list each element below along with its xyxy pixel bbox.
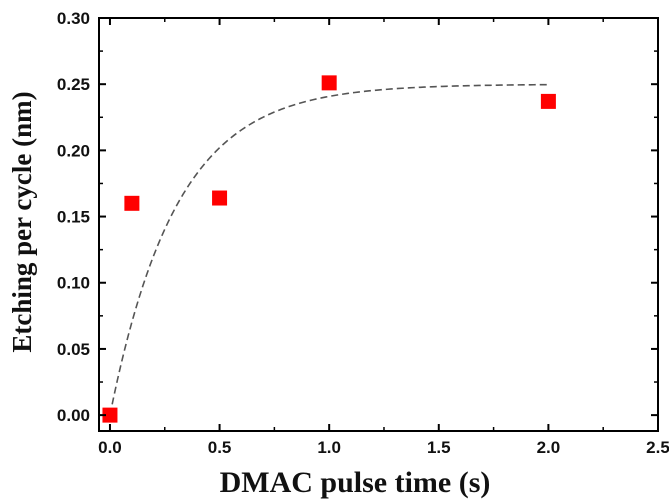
x-tick-label: 1.5	[427, 438, 451, 457]
x-tick-label: 2.0	[537, 438, 561, 457]
ticks-layer: 0.0 0.5 1.0 1.5 2.0 2.5 0.00 0.05 0.10 0.15 0.20 0.…	[57, 9, 669, 457]
x-tick-label: 2.5	[646, 438, 669, 457]
x-axis-title: DMAC pulse time (s)	[220, 466, 491, 499]
data-point	[212, 190, 228, 206]
y-tick-label: 0.25	[57, 75, 90, 94]
data-point	[540, 93, 556, 109]
y-tick-label: 0.00	[57, 406, 90, 425]
fit-curve	[109, 83, 549, 416]
y-tick-label: 0.30	[57, 9, 90, 28]
x-tick-label: 0.0	[98, 438, 122, 457]
y-tick-label: 0.10	[57, 274, 90, 293]
data-points-layer	[102, 75, 556, 423]
fit-curve-layer	[109, 83, 549, 416]
x-tick-label: 1.0	[317, 438, 341, 457]
data-point	[321, 75, 337, 91]
y-tick-label: 0.15	[57, 208, 90, 227]
y-tick-label: 0.05	[57, 340, 90, 359]
data-point	[102, 407, 118, 423]
axes-layer	[98, 17, 659, 432]
x-tick-label: 0.5	[208, 438, 232, 457]
data-point	[124, 195, 140, 211]
plot-frame	[98, 17, 659, 432]
y-tick-label: 0.20	[57, 141, 90, 160]
y-axis-title: Etching per cycle (nm)	[7, 91, 37, 352]
